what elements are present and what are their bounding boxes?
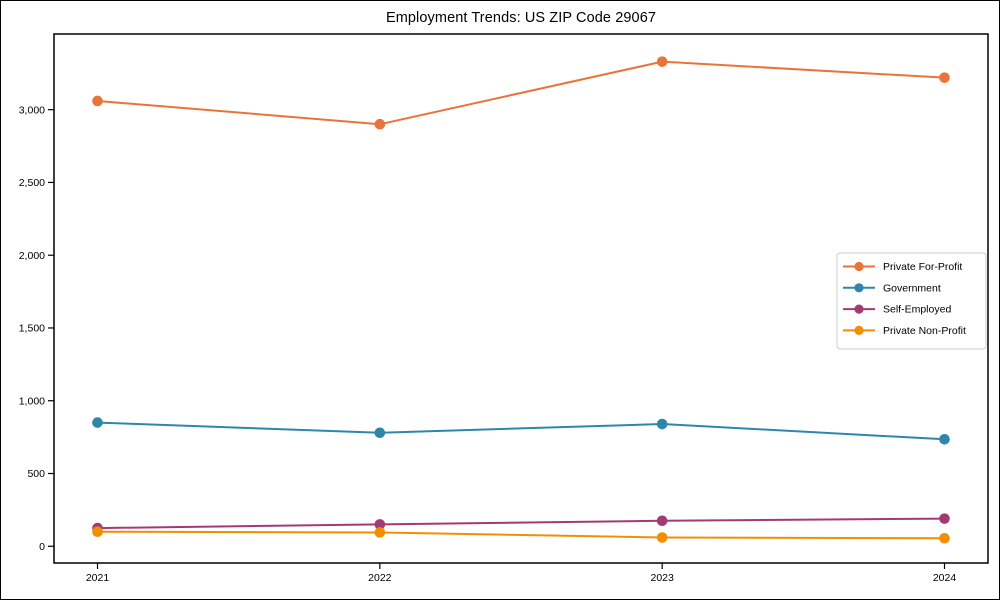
data-point: [939, 532, 950, 544]
legend-item-private-for-profit: Private For-Profit: [843, 261, 962, 273]
legend: Private For-Profit Government Self-Employe…: [836, 252, 987, 350]
chart-title: Employment Trends: US ZIP Code 29067: [385, 10, 657, 26]
x-tick-label: 2021: [86, 572, 110, 584]
data-point: [374, 527, 386, 538]
data-point: [939, 72, 950, 83]
legend-marker-dot: [854, 304, 864, 314]
legend-item-government: Government: [843, 282, 941, 294]
data-point: [656, 418, 668, 430]
y-tick-label: 2,500: [19, 177, 45, 189]
legend-label: Self-Employed: [883, 304, 951, 316]
series-line: [96, 530, 946, 540]
plot-border: [53, 33, 989, 564]
legend-label: Private For-Profit: [883, 261, 962, 273]
legend-marker-dot: [854, 283, 864, 293]
data-point: [656, 532, 668, 543]
data-point: [656, 56, 668, 67]
y-tick-label: 3,000: [19, 104, 45, 116]
y-tick-label: 1,000: [19, 395, 45, 407]
data-point: [92, 526, 103, 538]
legend-marker-dot: [854, 261, 864, 272]
series-line: [96, 517, 946, 530]
data-point: [92, 95, 103, 107]
series-line: [96, 60, 946, 126]
legend-box: [836, 252, 987, 350]
x-tick-label: 2024: [933, 572, 957, 584]
series-government: [92, 417, 950, 445]
series-line: [96, 421, 946, 441]
y-tick-label: 2,000: [19, 250, 45, 262]
data-point: [939, 433, 950, 445]
legend-item-self-employed: Self-Employed: [843, 304, 951, 316]
legend-item-private-non-profit: Private Non-Profit: [843, 325, 966, 337]
legend-label: Government: [883, 282, 941, 294]
x-tick-label: 2022: [368, 572, 392, 584]
data-point: [656, 515, 668, 527]
y-tick-label: 1,500: [19, 323, 45, 335]
legend-marker-dot: [854, 325, 864, 335]
x-axis: 2021 2022 2023 2024: [86, 563, 957, 584]
y-tick-label: 500: [27, 468, 45, 480]
data-point: [374, 427, 386, 439]
series-private-non-profit: [92, 526, 950, 544]
data-point: [92, 417, 103, 428]
data-point: [939, 513, 950, 524]
series-self-employed: [92, 513, 950, 534]
y-tick-label: 0: [39, 541, 45, 553]
data-point: [374, 118, 386, 130]
data-point: [374, 519, 386, 530]
legend-label: Private Non-Profit: [883, 325, 966, 337]
x-tick-label: 2023: [650, 572, 674, 584]
series-private-for-profit: [92, 56, 950, 130]
y-axis: 0 500 1,000 1,500 2,000 2,500 3,000: [19, 104, 54, 553]
